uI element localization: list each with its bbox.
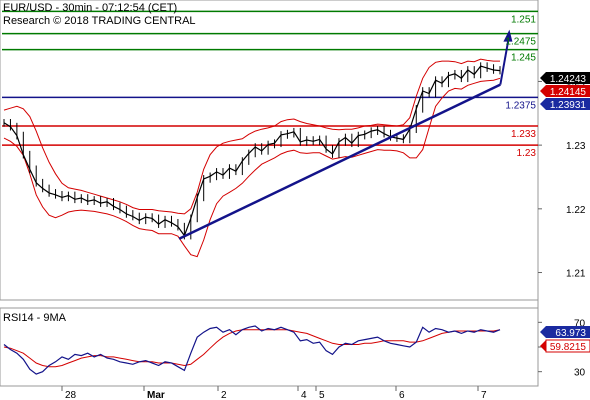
rsi-ma-line xyxy=(3,329,501,368)
level-label-1: 1.2475 xyxy=(505,37,536,48)
level-label-3: 1.2375 xyxy=(505,100,536,111)
chart-copyright: Research © 2018 TRADING CENTRAL xyxy=(3,15,196,27)
rsi-series xyxy=(3,325,501,375)
price-pane-frame xyxy=(0,0,539,301)
price-series xyxy=(3,62,501,240)
level-label-2: 1.245 xyxy=(511,53,536,64)
price-tag-pointer-2 xyxy=(540,98,546,110)
price-tags: 1.24243 1.24145 1.23931 xyxy=(540,72,590,111)
x-tick-label-3: 4 xyxy=(301,390,307,400)
x-tick-label-0: 28 xyxy=(65,390,77,400)
rsi-title: RSI14 - 9MA xyxy=(3,312,67,324)
x-tick-label-6: 7 xyxy=(481,390,487,400)
y-tick-label-2: 1.22 xyxy=(566,205,586,216)
lower-band-line xyxy=(3,77,501,258)
rsi-tags: 63.973 59.8215 xyxy=(540,326,590,353)
rsi-y-tick-label-0: 70 xyxy=(574,318,586,329)
x-tick-label-1: Mar xyxy=(147,390,165,400)
price-tag-label-1: 1.24145 xyxy=(550,87,587,98)
horizontal-levels xyxy=(2,10,538,146)
rsi-pane-frame xyxy=(0,307,539,387)
rsi-y-tick-label-2: 30 xyxy=(574,368,586,379)
price-line xyxy=(3,65,501,237)
price-tag-pointer-0 xyxy=(540,72,546,84)
trendlines xyxy=(178,29,513,240)
level-label-5: 1.23 xyxy=(517,148,537,159)
rsi-tag-pointer-0 xyxy=(540,326,546,338)
rsi-tag-pointer-1 xyxy=(540,340,546,352)
price-tag-label-2: 1.23931 xyxy=(550,100,587,111)
upper-band-line xyxy=(3,58,500,215)
forecast-arrow-shaft xyxy=(499,39,510,85)
rsi-tag-label-0: 63.973 xyxy=(555,328,586,339)
y-tick-label-3: 1.21 xyxy=(566,269,586,280)
level-label-0: 1.251 xyxy=(511,14,536,25)
price-tag-bg-2 xyxy=(546,98,590,110)
x-tick-label-4: 5 xyxy=(319,390,325,400)
rsi-tag-bg-0 xyxy=(546,326,590,338)
price-tag-label-0: 1.24243 xyxy=(550,74,587,85)
y-tick-label-1: 1.23 xyxy=(566,141,586,152)
rsi-tag-label-1: 59.8215 xyxy=(550,342,587,353)
price-tag-bg-1 xyxy=(546,85,590,97)
level-labels: 1.251 1.2475 1.245 1.2375 1.233 1.23 xyxy=(505,14,536,159)
support-trendline-0 xyxy=(178,83,501,240)
level-label-4: 1.233 xyxy=(511,129,536,140)
time-axis-ticks: 28 Mar 2 4 5 6 7 xyxy=(61,386,487,400)
price-tag-pointer-1 xyxy=(540,85,546,97)
chart-title: EUR/USD - 30min - 07:12:54 (CET) xyxy=(3,2,177,14)
forecast-arrow-head xyxy=(503,29,513,42)
rsi-line xyxy=(3,325,501,375)
bollinger-bands xyxy=(3,58,501,258)
price-tag-bg-0 xyxy=(546,72,590,84)
x-tick-label-5: 6 xyxy=(399,390,405,400)
x-tick-label-2: 2 xyxy=(221,390,227,400)
